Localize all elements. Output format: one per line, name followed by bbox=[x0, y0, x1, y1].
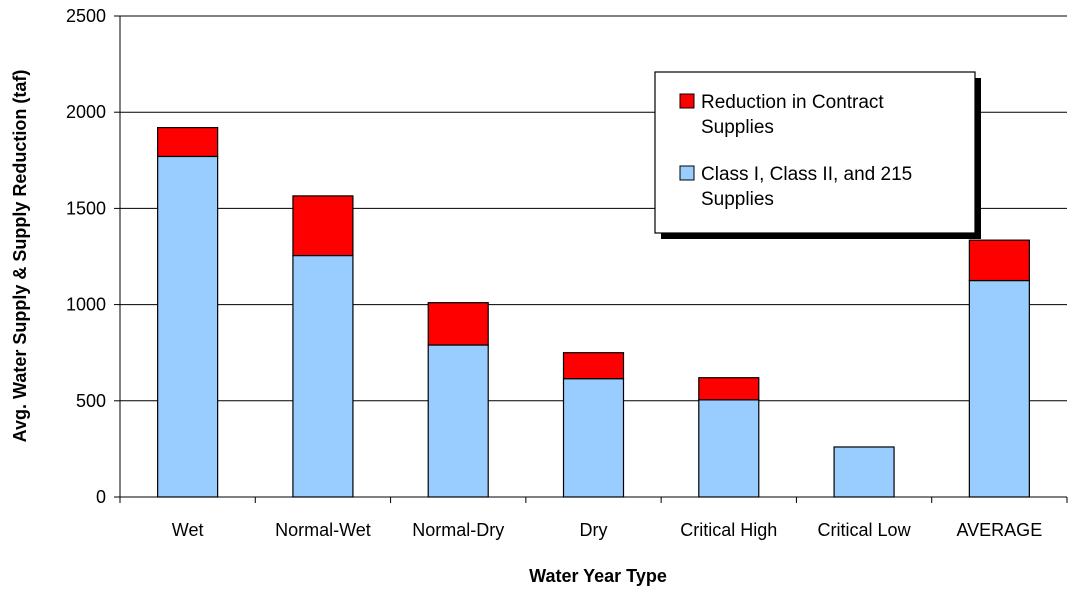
bars bbox=[157, 126, 1030, 498]
x-axis-title: Water Year Type bbox=[529, 566, 667, 586]
y-axis-title: Avg. Water Supply & Supply Reduction (ta… bbox=[10, 70, 30, 443]
legend-swatch bbox=[679, 93, 695, 109]
bar-segment-supplies bbox=[292, 254, 354, 498]
legend-swatch bbox=[679, 165, 695, 181]
bar-segment-supplies bbox=[157, 155, 219, 498]
bar-segment-reduction bbox=[157, 126, 219, 158]
x-tick-label: Dry bbox=[580, 520, 608, 540]
bar-segment-supplies bbox=[698, 399, 760, 498]
y-tick-label: 500 bbox=[76, 391, 106, 411]
legend-box bbox=[654, 71, 976, 234]
legend-label: Supplies bbox=[701, 117, 774, 138]
legend-label: Class I, Class II, and 215 bbox=[701, 164, 912, 185]
bar-segment-reduction bbox=[562, 352, 625, 380]
y-tick-label: 0 bbox=[96, 487, 106, 507]
y-tick-labels: 0 500 1000 1500 2000 2500 bbox=[66, 6, 106, 507]
bar-segment-reduction bbox=[968, 239, 1030, 282]
x-tick-label: Critical Low bbox=[818, 520, 912, 540]
bar-segment-reduction bbox=[698, 377, 760, 401]
x-tick-label: Normal-Wet bbox=[275, 520, 371, 540]
axes bbox=[114, 15, 1068, 503]
bar-segment-supplies bbox=[562, 378, 625, 498]
x-tick-label: Wet bbox=[172, 520, 204, 540]
bar-segment-supplies bbox=[968, 279, 1030, 498]
x-tick-label: Normal-Dry bbox=[412, 520, 504, 540]
y-tick-label: 1000 bbox=[66, 295, 106, 315]
bar-segment-supplies bbox=[427, 344, 489, 498]
x-tick-label: AVERAGE bbox=[957, 520, 1043, 540]
y-tick-label: 1500 bbox=[66, 198, 106, 218]
legend-label: Supplies bbox=[701, 189, 774, 210]
x-tick-labels: Wet Normal-Wet Normal-Dry Dry Critical High C… bbox=[172, 520, 1042, 540]
bar-segment-reduction bbox=[427, 302, 489, 346]
legend: Reduction in Contract Supplies Class I, Cl… bbox=[654, 71, 981, 239]
x-tick-label: Critical High bbox=[680, 520, 777, 540]
bar-segment-supplies bbox=[833, 446, 895, 498]
legend-label: Reduction in Contract bbox=[701, 92, 884, 113]
bar-segment-reduction bbox=[292, 195, 354, 257]
y-tick-label: 2500 bbox=[66, 6, 106, 26]
y-tick-label: 2000 bbox=[66, 102, 106, 122]
